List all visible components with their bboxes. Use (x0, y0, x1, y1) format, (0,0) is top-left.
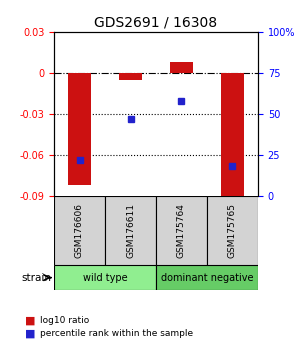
Bar (170, 62, 193, 73)
Bar (221, 73, 244, 199)
Text: ■: ■ (25, 329, 35, 339)
Text: ■: ■ (25, 315, 35, 325)
Text: percentile rank within the sample: percentile rank within the sample (40, 329, 194, 338)
Text: wild type: wild type (83, 273, 127, 282)
FancyBboxPatch shape (207, 196, 258, 265)
Text: GSM176611: GSM176611 (126, 203, 135, 258)
Title: GDS2691 / 16308: GDS2691 / 16308 (94, 15, 218, 29)
FancyBboxPatch shape (54, 196, 105, 265)
Text: GSM175764: GSM175764 (177, 203, 186, 258)
FancyBboxPatch shape (156, 196, 207, 265)
FancyBboxPatch shape (54, 265, 156, 290)
Bar (119, 73, 142, 80)
Text: GSM175765: GSM175765 (228, 203, 237, 258)
FancyBboxPatch shape (156, 265, 258, 290)
Text: log10 ratio: log10 ratio (40, 316, 90, 325)
Bar (68, 73, 91, 185)
Text: GSM176606: GSM176606 (75, 203, 84, 258)
FancyBboxPatch shape (105, 196, 156, 265)
Text: dominant negative: dominant negative (161, 273, 253, 282)
Text: strain: strain (22, 273, 52, 282)
